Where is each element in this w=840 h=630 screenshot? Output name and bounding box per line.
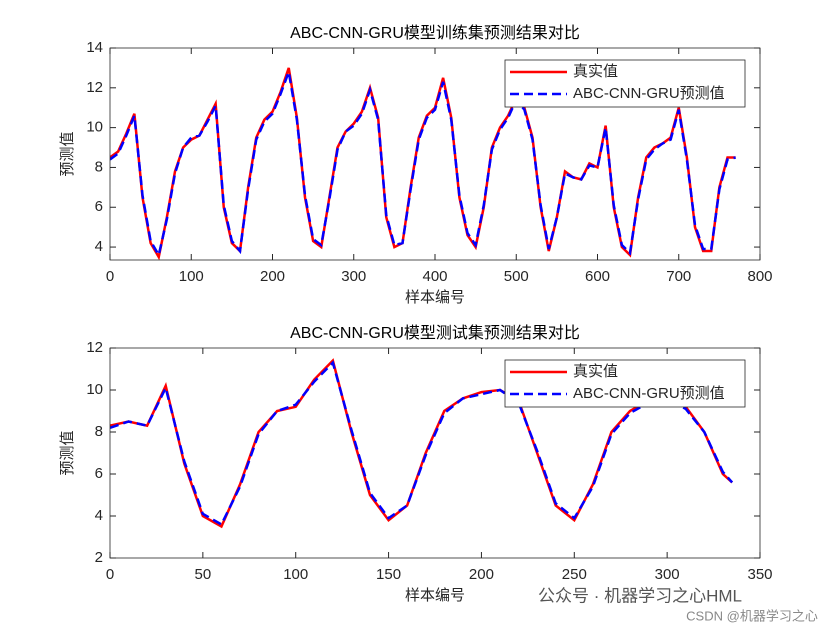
series-line (110, 67, 736, 259)
y-tick-label: 10 (86, 381, 103, 398)
y-axis-label: 预测值 (59, 430, 76, 475)
axes-box (109, 347, 761, 559)
chart-title: ABC-CNN-GRU模型测试集预测结果对比 (290, 324, 580, 342)
legend-label: 真实值 (573, 362, 618, 380)
legend (504, 359, 746, 408)
x-axis-label: 样本编号 (405, 587, 465, 604)
x-tick-label: 0 (106, 566, 114, 583)
x-tick-label: 150 (376, 566, 401, 583)
x-tick-label: 50 (195, 566, 212, 583)
y-tick-label: 6 (95, 465, 103, 482)
x-tick-label: 300 (655, 566, 680, 583)
y-tick-label: 8 (95, 158, 103, 175)
watermark: CSDN @机器学习之心 (686, 608, 818, 623)
x-tick-label: 100 (283, 566, 308, 583)
x-tick-label: 100 (179, 268, 204, 285)
y-tick-label: 2 (95, 549, 103, 566)
legend-label: ABC-CNN-GRU预测值 (573, 85, 725, 102)
y-tick-label: 4 (95, 507, 103, 524)
x-tick-label: 350 (747, 566, 772, 583)
y-tick-label: 10 (86, 119, 103, 136)
x-axis-label: 样本编号 (405, 289, 465, 306)
legend-label: 真实值 (573, 62, 618, 80)
x-tick-label: 300 (341, 268, 366, 285)
x-tick-label: 0 (106, 268, 114, 285)
y-tick-label: 4 (95, 238, 103, 255)
chart-title: ABC-CNN-GRU模型训练集预测结果对比 (290, 24, 580, 42)
y-tick-label: 14 (86, 39, 103, 56)
y-tick-label: 12 (86, 339, 103, 356)
y-tick-label: 12 (86, 79, 103, 96)
y-axis-label: 预测值 (59, 131, 76, 176)
series-line (110, 360, 734, 527)
x-tick-label: 700 (666, 268, 691, 285)
y-tick-label: 6 (95, 198, 103, 215)
x-tick-label: 600 (585, 268, 610, 285)
legend (504, 59, 746, 108)
series-line (110, 358, 733, 529)
x-tick-label: 400 (422, 268, 447, 285)
legend-label: ABC-CNN-GRU预测值 (573, 385, 725, 402)
x-tick-label: 500 (504, 268, 529, 285)
watermark: 公众号 · 机器学习之心HML (538, 586, 742, 605)
x-tick-label: 800 (747, 268, 772, 285)
x-tick-label: 250 (562, 566, 587, 583)
x-tick-label: 200 (260, 268, 285, 285)
x-tick-label: 200 (469, 566, 494, 583)
y-tick-label: 8 (95, 423, 103, 440)
